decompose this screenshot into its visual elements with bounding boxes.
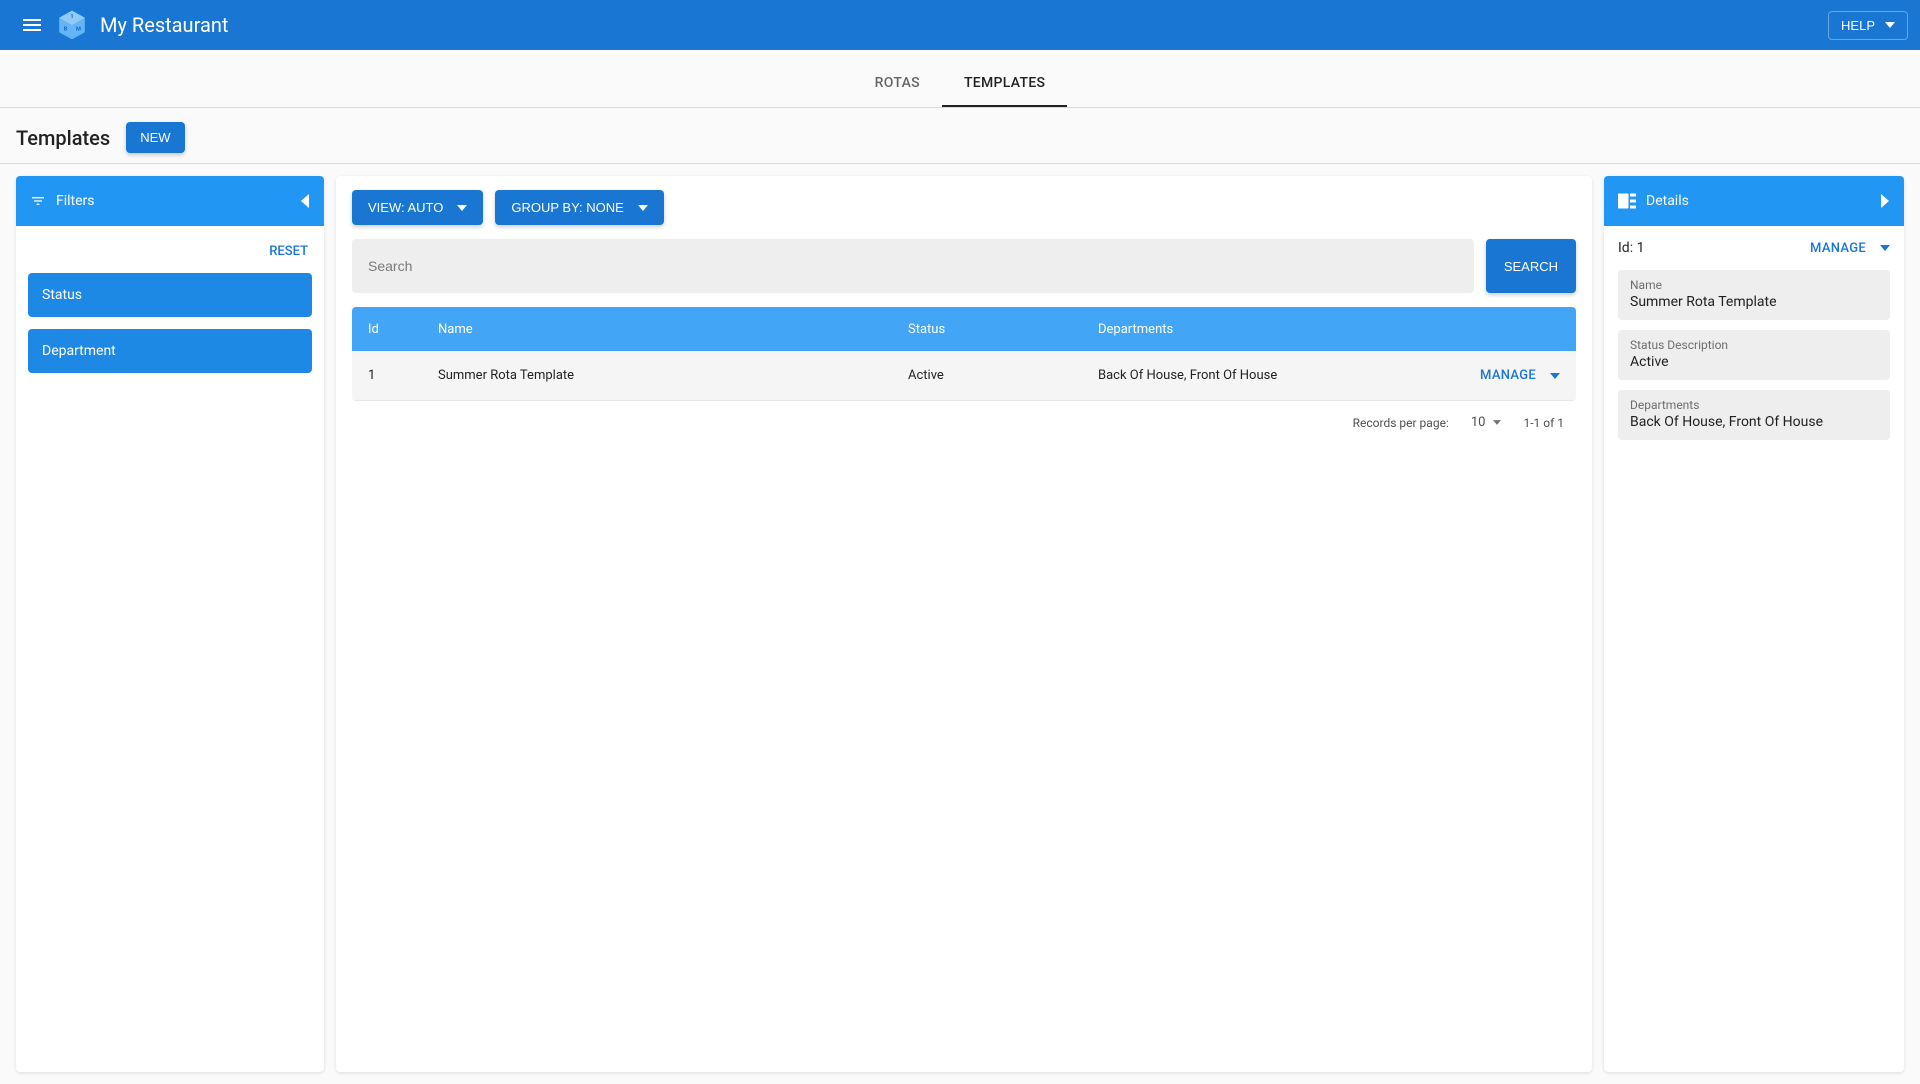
col-departments: Departments (1098, 322, 1420, 337)
row-manage-link[interactable]: MANAGE (1480, 368, 1536, 383)
filters-body: RESET Status Department (16, 226, 324, 397)
details-body: Id: 1 MANAGE Name Summer Rota Template S… (1604, 226, 1904, 464)
details-id: Id: 1 (1618, 240, 1810, 256)
controls: VIEW: AUTO GROUP BY: NONE (336, 190, 1592, 239)
search-button[interactable]: SEARCH (1486, 239, 1576, 293)
caret-down-icon (1880, 245, 1890, 251)
collapse-filters-button[interactable] (300, 194, 310, 208)
table-header: Id Name Status Departments (352, 307, 1576, 351)
reset-filters-link[interactable]: RESET (269, 244, 308, 259)
detail-label: Name (1630, 278, 1878, 292)
filters-header: Filters (16, 176, 324, 226)
detail-value: Summer Rota Template (1630, 294, 1878, 310)
detail-value: Active (1630, 354, 1878, 370)
detail-label: Status Description (1630, 338, 1878, 352)
detail-label: Departments (1630, 398, 1878, 412)
search-row: SEARCH (336, 239, 1592, 307)
chevron-left-icon (300, 194, 310, 208)
page-size-value: 10 (1471, 415, 1486, 430)
records-label: Records per page: (1353, 416, 1449, 430)
cell-status: Active (908, 368, 1098, 383)
view-label: VIEW: AUTO (368, 200, 443, 215)
col-id: Id (368, 322, 438, 337)
cell-name: Summer Rota Template (438, 368, 908, 383)
tab-templates[interactable]: TEMPLATES (942, 61, 1067, 107)
table-row[interactable]: 1 Summer Rota Template Active Back Of Ho… (352, 351, 1576, 401)
details-manage-caret[interactable] (1880, 245, 1890, 251)
app-header: 1 B M My Restaurant HELP (0, 0, 1920, 50)
pager: Records per page: 10 1-1 of 1 (336, 401, 1592, 444)
caret-down-icon (1493, 420, 1501, 425)
page-range: 1-1 of 1 (1523, 416, 1564, 430)
chevron-right-icon (1880, 194, 1890, 208)
page-size-select[interactable]: 10 (1471, 415, 1502, 430)
row-manage-caret[interactable] (1550, 373, 1560, 379)
page-title: Templates (16, 126, 110, 150)
layout: Filters RESET Status Department VIEW: AU… (0, 164, 1920, 1084)
new-button[interactable]: NEW (126, 122, 184, 153)
tabs: ROTAS TEMPLATES (0, 50, 1920, 108)
expand-details-button[interactable] (1880, 194, 1890, 208)
svg-text:1: 1 (70, 14, 73, 20)
help-label: HELP (1841, 18, 1875, 33)
details-manage-link[interactable]: MANAGE (1810, 241, 1866, 256)
caret-down-icon (1885, 22, 1895, 28)
cell-id: 1 (368, 368, 438, 383)
detail-value: Back Of House, Front Of House (1630, 414, 1878, 430)
svg-text:M: M (76, 27, 81, 33)
details-panel: Details Id: 1 MANAGE Name Summer Rota Te… (1604, 176, 1904, 1072)
view-dropdown[interactable]: VIEW: AUTO (352, 190, 483, 225)
app-title: My Restaurant (100, 13, 1828, 37)
details-header: Details (1604, 176, 1904, 226)
detail-field-name: Name Summer Rota Template (1618, 270, 1890, 320)
search-input[interactable] (352, 239, 1474, 293)
tab-rotas[interactable]: ROTAS (853, 61, 942, 107)
main-panel: VIEW: AUTO GROUP BY: NONE SEARCH Id Name… (336, 176, 1592, 1072)
col-status: Status (908, 322, 1098, 337)
svg-text:B: B (64, 27, 68, 33)
caret-down-icon (457, 205, 467, 211)
filters-panel: Filters RESET Status Department (16, 176, 324, 1072)
filter-icon (30, 193, 46, 209)
app-logo-icon: 1 B M (56, 9, 88, 41)
table: Id Name Status Departments 1 Summer Rota… (352, 307, 1576, 401)
hamburger-icon (20, 13, 44, 37)
filter-status[interactable]: Status (28, 273, 312, 317)
cell-departments: Back Of House, Front Of House (1098, 368, 1420, 383)
detail-field-departments: Departments Back Of House, Front Of Hous… (1618, 390, 1890, 440)
caret-down-icon (1550, 373, 1560, 379)
details-heading: Details (1646, 193, 1689, 209)
caret-down-icon (638, 205, 648, 211)
col-name: Name (438, 322, 908, 337)
menu-button[interactable] (12, 5, 52, 45)
title-bar: Templates NEW (0, 108, 1920, 164)
groupby-label: GROUP BY: NONE (511, 200, 623, 215)
detail-field-status: Status Description Active (1618, 330, 1890, 380)
help-button[interactable]: HELP (1828, 11, 1908, 40)
filter-department[interactable]: Department (28, 329, 312, 373)
filters-heading: Filters (56, 193, 95, 209)
groupby-dropdown[interactable]: GROUP BY: NONE (495, 190, 663, 225)
details-icon (1618, 193, 1636, 209)
